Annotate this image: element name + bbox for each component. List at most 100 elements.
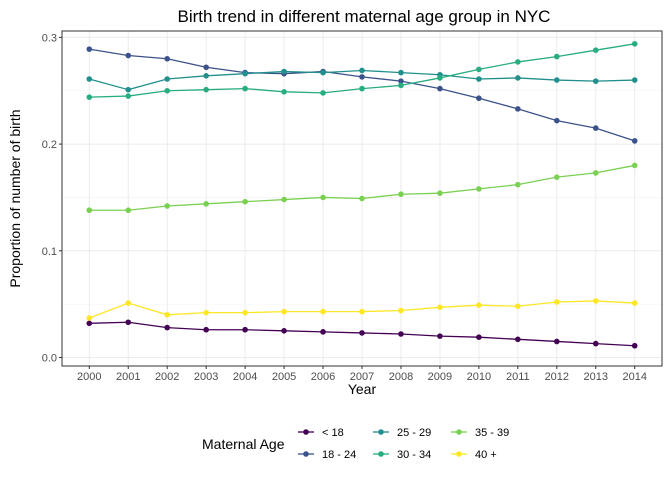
legend-key-point	[303, 429, 309, 435]
data-point	[86, 94, 93, 100]
data-point	[164, 311, 170, 318]
data-point	[398, 191, 404, 198]
data-point	[203, 86, 209, 93]
legend-key-point	[378, 451, 384, 457]
data-point	[281, 196, 287, 203]
data-point	[476, 186, 482, 192]
data-point	[437, 333, 443, 339]
legend-item-1: 18 - 24	[298, 449, 356, 461]
data-point	[592, 125, 599, 131]
data-point	[320, 194, 326, 201]
data-point	[242, 326, 248, 333]
data-point	[359, 67, 365, 74]
legend-label: 40 +	[475, 449, 497, 461]
data-point	[592, 170, 599, 176]
data-point	[631, 300, 638, 306]
legend-item-4: 35 - 39	[451, 427, 509, 439]
data-point	[592, 47, 599, 54]
y-axis-title: Proportion of number of birth	[7, 109, 23, 287]
legend-label: 35 - 39	[475, 427, 509, 439]
data-point	[86, 207, 93, 214]
data-point	[476, 76, 482, 82]
data-point	[125, 300, 132, 306]
data-point	[203, 326, 209, 333]
legend-title: Maternal Age	[202, 436, 285, 452]
chart-title: Birth trend in different maternal age gr…	[178, 7, 551, 26]
data-point	[515, 106, 521, 112]
x-tick-label: 2007	[350, 371, 374, 383]
x-tick-label: 2009	[428, 371, 452, 383]
data-point	[86, 76, 93, 82]
series-0	[86, 319, 638, 349]
x-tick-label: 2014	[622, 371, 646, 383]
data-point	[320, 90, 326, 96]
data-point	[554, 299, 560, 305]
data-point	[631, 138, 638, 144]
data-point	[398, 82, 404, 89]
axes: 0.0 0.1 0.2 0.3 2000 2001 2002 2003 2004 2005 2006…	[42, 32, 647, 383]
data-point	[631, 162, 638, 169]
data-point	[359, 330, 365, 336]
legend-key-point	[456, 429, 462, 435]
data-point	[281, 89, 287, 95]
y-tick-label: 0.0	[42, 352, 57, 364]
data-point	[164, 324, 170, 331]
x-tick-label: 2002	[155, 371, 179, 383]
x-tick-label: 2006	[311, 371, 335, 383]
data-point	[281, 68, 287, 75]
data-point	[631, 342, 638, 349]
data-point	[554, 77, 560, 83]
x-tick-label: 2004	[233, 371, 257, 383]
data-point	[281, 327, 287, 334]
data-point	[476, 95, 482, 102]
legend-item-2: 25 - 29	[373, 427, 431, 439]
data-point	[86, 315, 93, 321]
data-point	[554, 53, 560, 60]
data-point	[592, 78, 599, 84]
data-point	[398, 307, 404, 314]
data-point	[242, 85, 248, 92]
series-4	[86, 162, 638, 214]
data-point	[203, 73, 209, 79]
series-2	[86, 67, 638, 93]
data-point	[476, 334, 482, 340]
data-point	[359, 308, 365, 315]
data-point	[86, 46, 93, 52]
data-point	[515, 336, 521, 343]
legend-item-3: 30 - 34	[373, 449, 431, 461]
legend-item-0: < 18	[298, 427, 344, 439]
data-point	[242, 70, 248, 77]
data-point	[476, 66, 482, 73]
legend-key-point	[378, 429, 384, 435]
data-point	[164, 55, 170, 62]
data-point	[164, 87, 170, 94]
data-point	[515, 303, 521, 310]
data-point	[320, 69, 326, 76]
legend-key-point	[303, 451, 309, 457]
x-tick-label: 2011	[506, 371, 530, 383]
data-point	[359, 85, 365, 92]
y-tick-label: 0.3	[42, 32, 57, 44]
data-point	[203, 64, 209, 71]
data-point	[281, 308, 287, 315]
data-point	[86, 320, 93, 327]
data-point	[125, 86, 132, 93]
x-tick-label: 2008	[389, 371, 413, 383]
data-point	[515, 75, 521, 81]
data-point	[554, 338, 560, 345]
legend-label: 25 - 29	[397, 427, 431, 439]
data-point	[320, 329, 326, 335]
data-point	[125, 207, 132, 214]
data-point	[203, 309, 209, 316]
data-point	[398, 78, 404, 84]
data-point	[592, 340, 599, 347]
data-point	[437, 75, 443, 81]
y-tick-label: 0.1	[42, 246, 57, 258]
data-point	[592, 298, 599, 304]
x-tick-label: 2003	[194, 371, 218, 383]
data-point	[320, 308, 326, 315]
data-point	[398, 69, 404, 76]
data-point	[164, 76, 170, 82]
legend-item-5: 40 +	[451, 449, 497, 461]
legend: Maternal Age < 18 18 - 24 25 - 29 30 - 34 35…	[202, 427, 509, 461]
